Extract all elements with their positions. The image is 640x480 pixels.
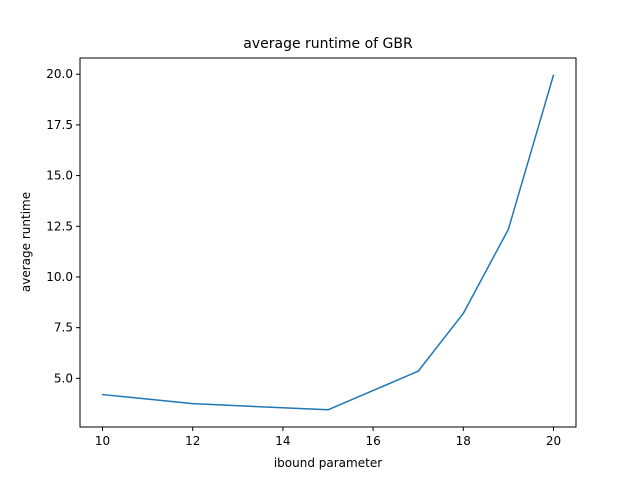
chart-title: average runtime of GBR — [243, 36, 413, 52]
x-axis-label: ibound parameter — [274, 456, 382, 470]
series-layer — [101, 74, 555, 411]
data-point — [327, 409, 329, 411]
y-tick-label: 10.0 — [46, 270, 73, 284]
y-tick-label: 17.5 — [46, 118, 73, 132]
data-point — [191, 402, 194, 405]
x-tick-label: 10 — [95, 434, 110, 448]
x-tick-label: 14 — [275, 434, 290, 448]
x-tick-label: 12 — [185, 434, 200, 448]
y-tick-label: 12.5 — [46, 219, 73, 233]
plot-area-frame — [79, 57, 577, 428]
data-point — [417, 370, 419, 372]
data-point — [462, 312, 465, 315]
y-tick-label: 7.5 — [54, 321, 73, 335]
x-tick-label: 20 — [546, 434, 561, 448]
y-tick-label: 5.0 — [54, 371, 73, 385]
y-axis-label: average runtime — [19, 192, 33, 292]
data-point — [507, 228, 510, 231]
series-line — [102, 75, 555, 411]
y-axis-ticks: 5.0 7.5 10.0 12.5 15.0 17.5 20.0 — [46, 67, 80, 385]
data-point — [552, 74, 555, 76]
x-axis-ticks: 10 12 14 16 18 20 — [95, 427, 561, 448]
x-tick-label: 18 — [456, 434, 471, 448]
x-tick-label: 16 — [365, 434, 380, 448]
data-point — [101, 393, 104, 396]
y-tick-label: 15.0 — [46, 169, 73, 183]
y-tick-label: 20.0 — [46, 67, 73, 81]
